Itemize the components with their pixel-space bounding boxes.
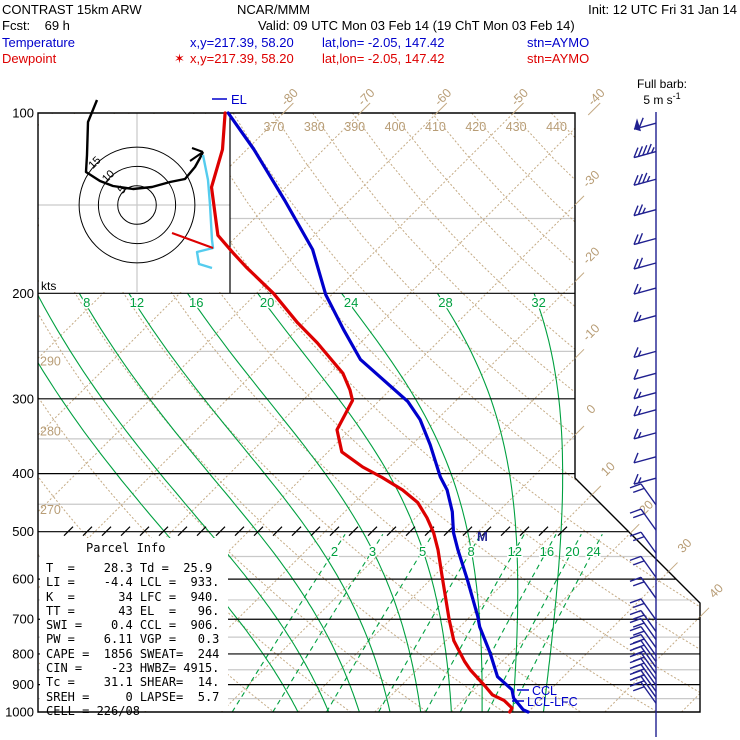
station-id-red: stn=AYMO <box>527 51 590 66</box>
svg-text:200: 200 <box>12 286 34 301</box>
svg-text:M: M <box>477 529 488 544</box>
cursor-latlon-readout-blue: lat,lon= -2.05, 147.42 <box>322 35 445 50</box>
svg-text:28: 28 <box>438 295 452 310</box>
valid-time: Valid: 09 UTC Mon 03 Feb 14 (19 ChT Mon … <box>258 18 575 33</box>
svg-text:-50: -50 <box>508 86 531 109</box>
temperature-legend-label: Temperature <box>2 35 75 50</box>
svg-text:16: 16 <box>189 295 203 310</box>
svg-text:420: 420 <box>465 120 486 134</box>
svg-text:390: 390 <box>344 120 365 134</box>
svg-text:12: 12 <box>130 295 144 310</box>
svg-text:400: 400 <box>12 466 34 481</box>
forecast-hour: Fcst: 69 h <box>2 18 70 33</box>
barb-legend-exponent: -1 <box>672 91 681 101</box>
svg-text:-20: -20 <box>580 244 603 267</box>
center-name: NCAR/MMM <box>237 2 310 17</box>
svg-text:380: 380 <box>304 120 325 134</box>
svg-text:20: 20 <box>565 544 579 559</box>
svg-text:30: 30 <box>675 536 695 556</box>
cursor-latlon-readout-red: lat,lon= -2.05, 147.42 <box>322 51 445 66</box>
svg-text:410: 410 <box>425 120 446 134</box>
svg-text:100: 100 <box>12 106 34 121</box>
svg-text:270: 270 <box>40 503 61 517</box>
barb-legend-line1: Full barb: <box>636 77 688 91</box>
svg-text:370: 370 <box>264 120 285 134</box>
svg-text:-40: -40 <box>585 86 608 109</box>
svg-text:kts: kts <box>41 279 56 293</box>
dewpoint-legend-label: Dewpoint <box>2 51 57 66</box>
star-icon: ✶ <box>174 51 185 66</box>
barb-legend: Full barb: 5 m s-1 <box>614 78 710 106</box>
svg-text:LCL-LFC: LCL-LFC <box>527 695 578 709</box>
station-id-blue: stn=AYMO <box>527 35 590 50</box>
svg-text:3: 3 <box>369 544 376 559</box>
svg-text:8: 8 <box>467 544 474 559</box>
svg-text:2: 2 <box>331 544 338 559</box>
svg-text:700: 700 <box>12 612 34 627</box>
svg-text:CCL: CCL <box>532 684 557 698</box>
svg-text:16: 16 <box>540 544 554 559</box>
svg-text:12: 12 <box>508 544 522 559</box>
svg-text:290: 290 <box>40 355 61 369</box>
svg-text:32: 32 <box>531 295 545 310</box>
model-name: CONTRAST 15km ARW <box>2 2 142 17</box>
svg-text:0: 0 <box>584 402 599 417</box>
barb-legend-line2: 5 m s <box>643 93 673 107</box>
svg-text:600: 600 <box>12 572 34 587</box>
svg-text:5: 5 <box>419 544 426 559</box>
svg-text:-70: -70 <box>355 86 378 109</box>
parcel-info-values: T = 28.3 Td = 25.9 LI = -4.4 LCL = 933. … <box>46 561 220 718</box>
svg-text:10: 10 <box>598 459 618 479</box>
svg-text:40: 40 <box>706 581 726 601</box>
svg-text:900: 900 <box>12 677 34 692</box>
parcel-info-title: Parcel Info <box>86 541 166 555</box>
cursor-xy-readout-blue: x,y=217.39, 58.20 <box>190 35 294 50</box>
svg-text:400: 400 <box>385 120 406 134</box>
svg-text:430: 430 <box>506 120 527 134</box>
parcel-info-box: Parcel Info T = 28.3 Td = 25.9 LI = -4.4… <box>46 541 228 718</box>
svg-text:20: 20 <box>260 295 274 310</box>
init-time: Init: 12 UTC Fri 31 Jan 14 <box>588 2 737 17</box>
svg-text:1000: 1000 <box>5 705 34 720</box>
svg-text:24: 24 <box>344 295 358 310</box>
svg-text:24: 24 <box>586 544 600 559</box>
cursor-xy-readout-red: x,y=217.39, 58.20 <box>190 51 294 66</box>
svg-text:EL: EL <box>231 92 247 107</box>
svg-text:300: 300 <box>12 391 34 406</box>
svg-text:500: 500 <box>12 524 34 539</box>
svg-text:-10: -10 <box>580 321 603 344</box>
svg-text:-30: -30 <box>580 168 603 191</box>
svg-text:-80: -80 <box>278 86 301 109</box>
svg-text:8: 8 <box>83 295 90 310</box>
svg-text:280: 280 <box>40 424 61 438</box>
svg-text:440: 440 <box>546 120 567 134</box>
svg-text:-60: -60 <box>432 86 455 109</box>
svg-text:800: 800 <box>12 646 34 661</box>
